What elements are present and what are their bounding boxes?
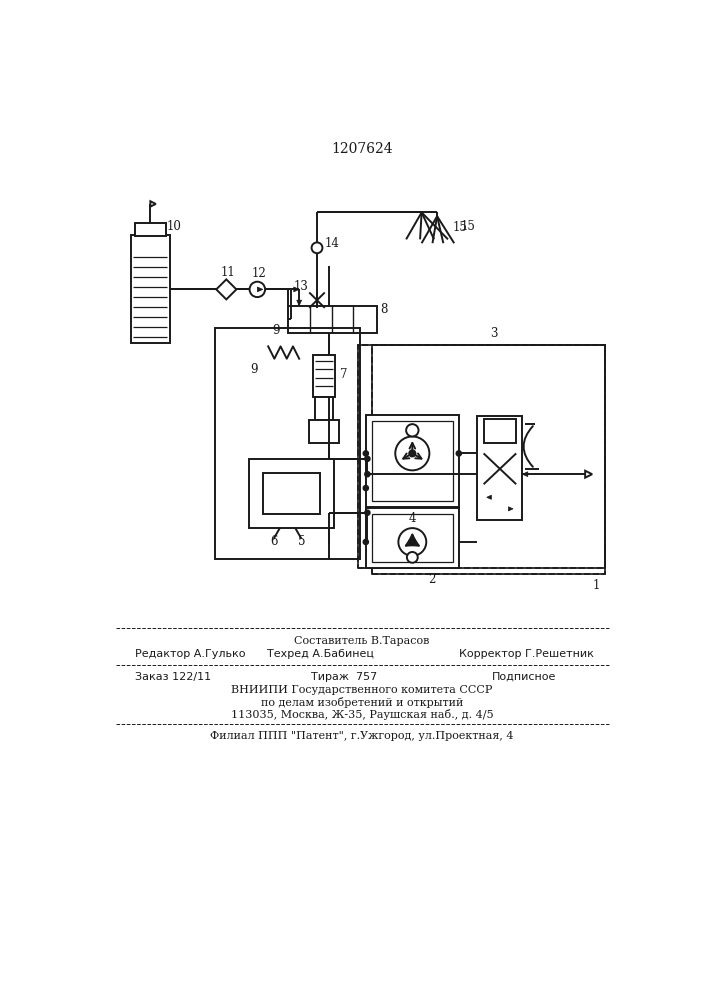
Bar bbox=[131, 235, 170, 343]
Circle shape bbox=[365, 472, 370, 477]
Bar bbox=[249, 459, 334, 528]
Circle shape bbox=[398, 528, 426, 556]
Circle shape bbox=[365, 510, 370, 515]
Circle shape bbox=[406, 424, 419, 436]
Text: 3: 3 bbox=[490, 327, 497, 340]
Text: 113035, Москва, Ж-35, Раушская наб., д. 4/5: 113035, Москва, Ж-35, Раушская наб., д. … bbox=[230, 709, 493, 720]
Bar bbox=[215, 328, 361, 559]
Polygon shape bbox=[216, 279, 236, 299]
Text: Составитель В.Тарасов: Составитель В.Тарасов bbox=[294, 636, 430, 646]
Polygon shape bbox=[508, 507, 513, 511]
Text: Корректор Г.Решетник: Корректор Г.Решетник bbox=[459, 649, 594, 659]
Bar bbox=[313, 355, 335, 397]
Text: ВНИИПИ Государственного комитета СССР: ВНИИПИ Государственного комитета СССР bbox=[231, 685, 493, 695]
Bar bbox=[372, 514, 452, 562]
Text: Техред А.Бабинец: Техред А.Бабинец bbox=[267, 649, 374, 659]
Text: Филиал ППП "Патент", г.Ужгород, ул.Проектная, 4: Филиал ППП "Патент", г.Ужгород, ул.Проек… bbox=[210, 731, 514, 741]
Circle shape bbox=[312, 242, 322, 253]
Text: 11: 11 bbox=[221, 266, 235, 279]
Polygon shape bbox=[293, 287, 299, 292]
Text: Тираж  757: Тираж 757 bbox=[311, 672, 378, 682]
Bar bbox=[135, 223, 166, 235]
Bar bbox=[372, 345, 604, 574]
Polygon shape bbox=[585, 471, 592, 478]
Bar bbox=[372, 345, 604, 574]
Polygon shape bbox=[257, 287, 263, 292]
Text: 8: 8 bbox=[381, 303, 388, 316]
Text: 9: 9 bbox=[272, 324, 280, 337]
Text: 10: 10 bbox=[167, 220, 182, 233]
Bar bbox=[366, 508, 459, 568]
Text: по делам изобретений и открытий: по делам изобретений и открытий bbox=[261, 697, 463, 708]
Bar bbox=[358, 345, 604, 568]
Text: 15: 15 bbox=[461, 220, 476, 233]
Circle shape bbox=[363, 540, 368, 544]
Circle shape bbox=[409, 539, 416, 545]
Bar bbox=[366, 415, 459, 507]
Text: 5: 5 bbox=[298, 535, 305, 548]
Bar bbox=[288, 306, 377, 333]
Text: Заказ 122/11: Заказ 122/11 bbox=[135, 672, 211, 682]
Bar bbox=[309, 420, 339, 443]
Text: 7: 7 bbox=[340, 368, 348, 381]
Bar bbox=[263, 473, 320, 514]
Circle shape bbox=[363, 451, 368, 456]
Text: 12: 12 bbox=[252, 267, 267, 280]
Text: 14: 14 bbox=[325, 237, 340, 250]
Text: 2: 2 bbox=[428, 573, 436, 586]
Polygon shape bbox=[151, 201, 156, 207]
Circle shape bbox=[407, 552, 418, 563]
Bar bbox=[477, 416, 522, 520]
Text: 15: 15 bbox=[453, 221, 468, 234]
Text: 4: 4 bbox=[409, 512, 416, 525]
Polygon shape bbox=[297, 300, 302, 306]
Text: 13: 13 bbox=[294, 280, 309, 293]
Text: 9: 9 bbox=[250, 363, 258, 376]
Circle shape bbox=[363, 486, 368, 490]
Bar bbox=[358, 345, 604, 568]
Polygon shape bbox=[486, 495, 491, 499]
Circle shape bbox=[409, 450, 416, 456]
Bar bbox=[372, 421, 452, 501]
Text: 6: 6 bbox=[270, 535, 277, 548]
Bar bbox=[315, 397, 332, 420]
Circle shape bbox=[250, 282, 265, 297]
Circle shape bbox=[457, 451, 461, 456]
Text: Подписное: Подписное bbox=[491, 672, 556, 682]
Bar bbox=[484, 419, 516, 443]
Circle shape bbox=[395, 436, 429, 470]
Text: 1: 1 bbox=[593, 579, 600, 592]
Text: Редактор А.Гулько: Редактор А.Гулько bbox=[135, 649, 245, 659]
Circle shape bbox=[365, 456, 370, 461]
Text: 1207624: 1207624 bbox=[331, 142, 393, 156]
Polygon shape bbox=[522, 472, 528, 477]
